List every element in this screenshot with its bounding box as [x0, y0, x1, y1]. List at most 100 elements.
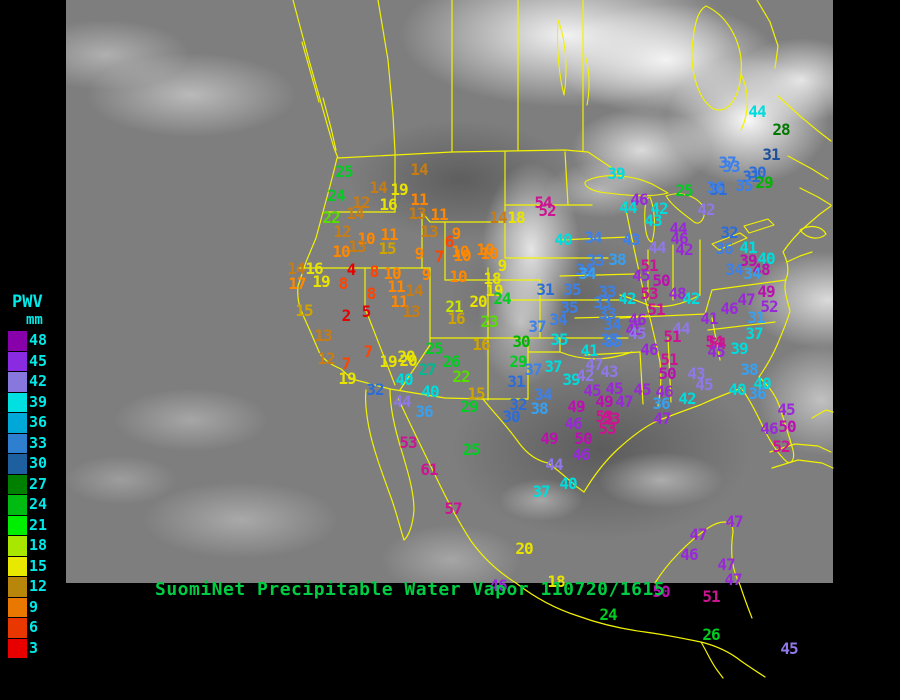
- station-value: 45: [632, 266, 650, 285]
- station-value: 47: [717, 555, 735, 574]
- legend-value-label: 18: [29, 536, 48, 555]
- station-value: 46: [720, 299, 738, 318]
- station-value: 39: [607, 164, 625, 183]
- station-value: 44: [669, 219, 687, 238]
- station-value: 10: [449, 267, 467, 286]
- station-value: 42: [697, 200, 715, 219]
- station-value: 16: [379, 195, 397, 214]
- station-value: 34: [549, 310, 567, 329]
- station-value: 45: [695, 375, 713, 394]
- station-value: 24: [599, 605, 617, 624]
- station-value: 20: [397, 347, 415, 366]
- station-value: 31: [507, 372, 525, 391]
- station-value: 38: [740, 360, 758, 379]
- station-value: 10: [451, 242, 469, 261]
- station-value: 31: [536, 280, 554, 299]
- station-value: 8: [369, 262, 380, 281]
- station-value: 28: [772, 120, 790, 139]
- station-value: 10: [476, 240, 494, 259]
- station-value: 24: [327, 186, 345, 205]
- station-value: 37: [745, 324, 763, 343]
- station-value: 32: [509, 395, 527, 414]
- station-value: 19: [338, 369, 356, 388]
- legend-value-label: 33: [29, 433, 48, 452]
- station-value: 50: [652, 271, 670, 290]
- legend-swatch: [8, 555, 27, 576]
- legend-swatch: [8, 412, 27, 433]
- station-value: 36: [706, 178, 724, 197]
- station-value: 29: [460, 397, 478, 416]
- station-value: 45: [633, 380, 651, 399]
- station-value: 9: [451, 224, 462, 243]
- legend-value-label: 12: [29, 577, 48, 596]
- station-value: 31: [762, 145, 780, 164]
- station-value: 33: [598, 282, 616, 301]
- station-value: 13: [348, 237, 366, 256]
- station-value: 40: [554, 230, 572, 249]
- station-value: 36: [748, 384, 766, 403]
- station-value: 34: [534, 385, 552, 404]
- legend-value-label: 24: [29, 495, 48, 514]
- station-value: 37: [544, 357, 562, 376]
- station-value: 18: [507, 208, 525, 227]
- legend-entry: 42: [8, 371, 68, 392]
- legend-entry: 6: [8, 617, 68, 638]
- legend-swatch: [8, 432, 27, 453]
- station-value: 36: [415, 402, 433, 421]
- legend-swatch: [8, 473, 27, 494]
- legend-value-label: 9: [29, 597, 39, 616]
- station-value: 46: [680, 545, 698, 564]
- legend-value-label: 45: [29, 351, 48, 370]
- station-value: 45: [583, 381, 601, 400]
- station-value: 44: [648, 238, 666, 257]
- station-value: 51: [663, 327, 681, 346]
- station-value: 53: [399, 433, 417, 452]
- station-value: 39: [739, 251, 757, 270]
- station-value: 13: [420, 222, 438, 241]
- legend-value-label: 6: [29, 618, 39, 637]
- station-value: 48: [752, 260, 770, 279]
- station-value: 25: [425, 339, 443, 358]
- station-value: 51: [702, 587, 720, 606]
- station-value: 46: [640, 340, 658, 359]
- station-value: 19: [312, 272, 330, 291]
- legend-entry: 9: [8, 596, 68, 617]
- station-value: 40: [421, 382, 439, 401]
- station-value: 30: [502, 407, 520, 426]
- station-value: 42: [682, 289, 700, 308]
- station-value: 20: [469, 292, 487, 311]
- station-value: 37: [528, 317, 546, 336]
- station-value: 52: [760, 297, 778, 316]
- station-value: 29: [755, 173, 773, 192]
- station-value: 10: [480, 244, 498, 263]
- station-value: 42: [576, 366, 594, 385]
- legend-title: PWV: [12, 292, 43, 312]
- station-value: 26: [702, 625, 720, 644]
- station-value: 20: [515, 539, 533, 558]
- station-value: 51: [660, 350, 678, 369]
- station-value: 53: [640, 284, 658, 303]
- legend-swatch: [8, 350, 27, 371]
- legend-value-label: 42: [29, 372, 48, 391]
- station-value: 33: [586, 251, 604, 270]
- product-timestamp: 110720/1615: [540, 579, 666, 600]
- station-value: 34: [603, 315, 621, 334]
- station-value: 24: [493, 289, 511, 308]
- station-value: 32: [720, 223, 738, 242]
- station-value: 19: [390, 180, 408, 199]
- legend-entry: 15: [8, 555, 68, 576]
- legend-entry: 39: [8, 391, 68, 412]
- station-value: 8: [366, 284, 377, 303]
- pwv-legend: PWV mm 48 45 42 39 36 33 30 27 24 21 18 15 12 9 6 3: [8, 292, 68, 658]
- station-value: 34: [743, 264, 761, 283]
- station-value: 50: [574, 429, 592, 448]
- station-value: 53: [598, 419, 616, 438]
- legend-value-label: 36: [29, 413, 48, 432]
- legend-entry: 33: [8, 432, 68, 453]
- station-value: 11: [410, 190, 428, 209]
- station-value: 44: [393, 392, 411, 411]
- station-value: 44: [748, 102, 766, 121]
- station-value: 5: [361, 302, 372, 321]
- station-value: 11: [380, 225, 398, 244]
